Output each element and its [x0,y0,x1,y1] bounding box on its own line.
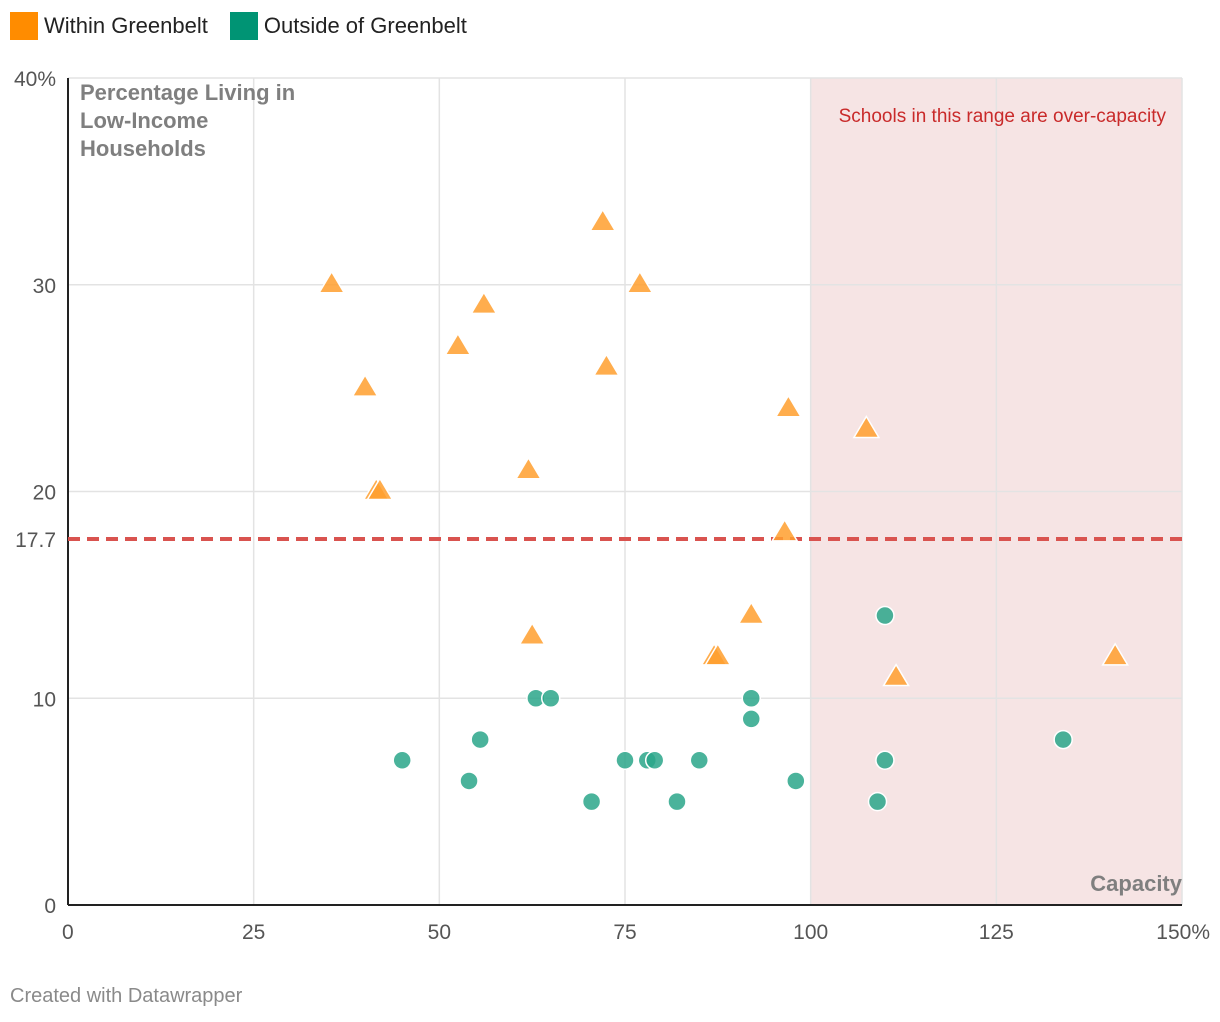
data-point-within-greenbelt[interactable] [626,270,654,294]
y-tick-label: 10 [33,688,56,711]
legend-swatch-outside [229,12,258,40]
data-point-outside-greenbelt[interactable] [644,750,665,771]
data-point-outside-greenbelt[interactable] [615,750,635,771]
reference-line-label: 17.7 [15,529,56,552]
y-tick-label: 0 [44,895,56,918]
footer-credit: Created with Datawrapper [10,985,243,1007]
legend-item-within[interactable]: Within Greenbelt [10,12,208,40]
legend-item-outside[interactable]: Outside of Greenbelt [229,12,467,40]
legend-swatch-within [10,12,38,40]
data-point-within-greenbelt[interactable] [770,518,799,542]
data-point-within-greenbelt[interactable] [704,642,732,666]
x-tick-label: 0 [62,921,74,944]
data-point-outside-greenbelt[interactable] [875,750,895,771]
data-point-outside-greenbelt[interactable] [741,709,762,729]
data-point-outside-greenbelt[interactable] [392,750,412,771]
legend-label-outside: Outside of Greenbelt [263,13,467,38]
x-axis-label: Capacity [1090,871,1182,896]
y-tick-label: 20 [33,482,56,505]
x-tick-label: 125 [979,921,1014,944]
data-point-within-greenbelt[interactable] [592,352,621,377]
data-point-outside-greenbelt[interactable] [867,791,888,812]
data-point-outside-greenbelt[interactable] [470,729,490,750]
data-point-within-greenbelt[interactable] [737,601,766,625]
over-capacity-label: Schools in this range are over-capacity [839,106,1167,127]
legend: Within Greenbelt Outside of Greenbelt [10,12,467,40]
data-point-outside-greenbelt[interactable] [540,688,561,708]
data-point-within-greenbelt[interactable] [444,332,472,356]
x-tick-label: 50 [428,921,451,944]
y-axis-label: Percentage Living in Low-Income Households [80,80,295,161]
data-point-within-greenbelt[interactable] [882,663,910,687]
data-point-outside-greenbelt[interactable] [1053,729,1073,750]
data-point-within-greenbelt[interactable] [366,477,394,501]
data-point-outside-greenbelt[interactable] [786,771,806,791]
data-point-within-greenbelt[interactable] [470,290,498,315]
scatter-chart: 0 25 50 75 100 125 150% 0 10 20 30 40% 17.7 Percent… [14,68,1210,944]
data-point-within-greenbelt[interactable] [514,456,543,480]
data-point-outside-greenbelt[interactable] [581,791,602,812]
data-point-within-greenbelt[interactable] [852,414,881,439]
x-tick-label: 150% [1156,921,1210,944]
data-point-outside-greenbelt[interactable] [689,750,710,771]
data-point-outside-greenbelt[interactable] [741,688,762,708]
data-point-within-greenbelt[interactable] [774,394,803,418]
data-point-within-greenbelt[interactable] [518,621,546,645]
y-tick-label: 40% [14,68,56,91]
data-point-within-greenbelt[interactable] [317,270,346,294]
data-point-within-greenbelt[interactable] [588,208,617,232]
data-point-within-greenbelt[interactable] [1101,642,1129,666]
data-point-outside-greenbelt[interactable] [667,791,687,812]
data-point-within-greenbelt[interactable] [351,373,379,397]
legend-label-within: Within Greenbelt [44,13,208,38]
y-tick-label: 30 [33,275,56,298]
x-tick-label: 25 [242,921,265,944]
x-tick-label: 75 [613,921,636,944]
data-point-outside-greenbelt[interactable] [875,605,895,626]
data-point-outside-greenbelt[interactable] [459,771,479,791]
x-tick-label: 100 [793,921,828,944]
